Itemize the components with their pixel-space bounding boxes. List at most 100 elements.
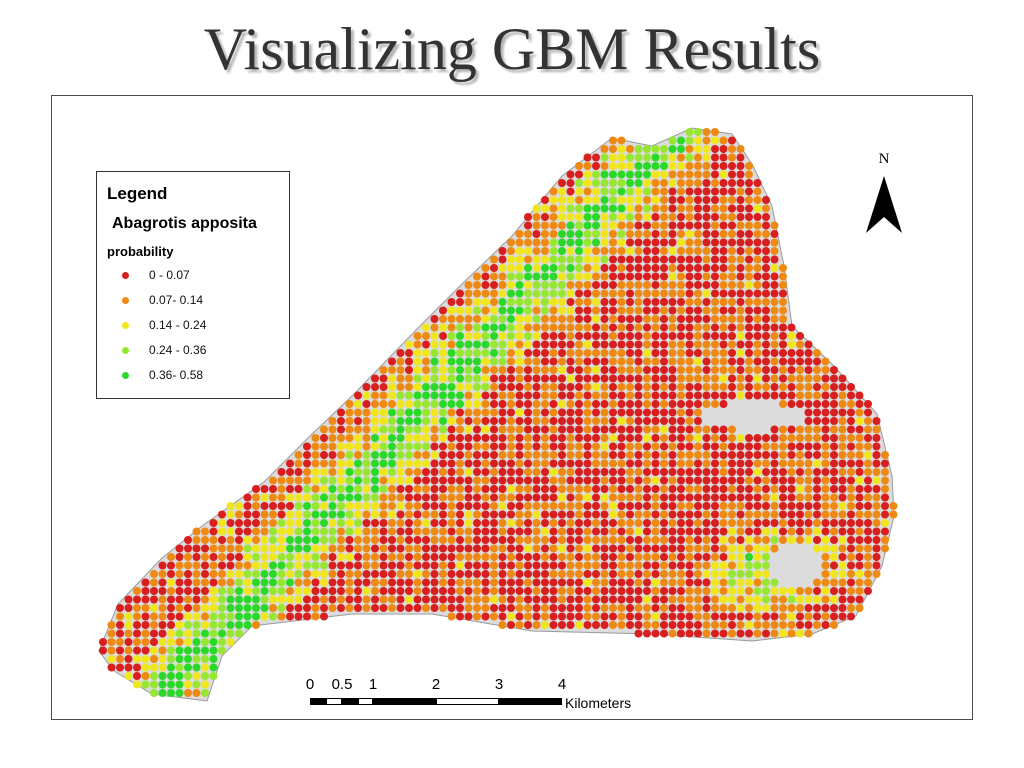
grid-cell-dot	[668, 621, 677, 629]
grid-cell-dot	[864, 561, 872, 570]
grid-cell-dot	[753, 366, 762, 374]
grid-cell-dot	[303, 612, 311, 621]
grid-cell-dot	[736, 451, 745, 459]
grid-cell-dot	[405, 502, 413, 510]
grid-cell-dot	[532, 323, 541, 332]
grid-cell-dot	[311, 587, 320, 595]
grid-cell-dot	[838, 434, 847, 442]
grid-cell-dot	[184, 553, 192, 561]
grid-cell-dot	[617, 196, 626, 204]
grid-cell-dot	[694, 400, 702, 408]
grid-cell-dot	[507, 519, 515, 527]
scale-segment	[326, 698, 342, 705]
grid-cell-dot	[473, 510, 481, 519]
grid-cell-dot	[600, 391, 609, 400]
grid-cell-dot	[830, 400, 838, 408]
grid-cell-dot	[464, 434, 473, 442]
grid-cell-dot	[439, 340, 447, 349]
grid-cell-dot	[498, 519, 507, 527]
grid-cell-dot	[320, 502, 328, 510]
grid-cell-dot	[753, 561, 762, 570]
grid-cell-dot	[660, 578, 668, 587]
grid-cell-dot	[337, 544, 345, 553]
grid-cell-dot	[583, 170, 592, 179]
grid-cell-dot	[116, 629, 124, 638]
grid-cell-dot	[311, 536, 320, 544]
grid-cell-dot	[575, 536, 583, 544]
grid-cell-dot	[719, 323, 728, 332]
grid-cell-dot	[201, 655, 209, 663]
grid-cell-dot	[464, 281, 473, 289]
grid-cell-dot	[685, 306, 694, 315]
grid-cell-dot	[762, 604, 770, 612]
grid-cell-dot	[549, 476, 558, 485]
grid-cell-dot	[634, 204, 643, 213]
grid-cell-dot	[524, 383, 532, 391]
grid-cell-dot	[634, 340, 643, 349]
grid-cell-dot	[286, 578, 294, 587]
grid-cell-dot	[736, 281, 745, 289]
grid-cell-dot	[575, 502, 583, 510]
grid-cell-dot	[779, 383, 787, 391]
grid-cell-dot	[600, 306, 609, 315]
grid-cell-dot	[566, 238, 575, 247]
grid-cell-dot	[677, 612, 685, 621]
grid-cell-dot	[881, 476, 889, 485]
grid-cell-dot	[473, 493, 481, 502]
grid-cell-dot	[864, 434, 872, 442]
grid-cell-dot	[745, 493, 753, 502]
grid-cell-dot	[362, 595, 371, 604]
grid-cell-dot	[762, 587, 770, 595]
grid-cell-dot	[286, 595, 294, 604]
grid-cell-dot	[651, 476, 660, 485]
grid-cell-dot	[770, 366, 779, 374]
grid-cell-dot	[711, 153, 719, 162]
grid-cell-dot	[490, 306, 498, 315]
grid-cell-dot	[209, 638, 218, 646]
grid-cell-dot	[753, 612, 762, 621]
grid-cell-dot	[430, 383, 439, 391]
grid-cell-dot	[694, 204, 702, 213]
grid-cell-dot	[753, 536, 762, 544]
grid-cell-dot	[396, 502, 405, 510]
grid-cell-dot	[311, 510, 320, 519]
grid-cell-dot	[685, 128, 694, 136]
grid-cell-dot	[651, 578, 660, 587]
grid-cell-dot	[702, 213, 711, 221]
grid-cell-dot	[490, 604, 498, 612]
grid-cell-dot	[422, 493, 430, 502]
grid-cell-dot	[388, 561, 396, 570]
grid-cell-dot	[354, 468, 362, 476]
grid-cell-dot	[677, 272, 685, 281]
grid-cell-dot	[541, 527, 549, 536]
grid-cell-dot	[277, 612, 286, 621]
grid-cell-dot	[855, 502, 864, 510]
grid-cell-dot	[719, 570, 728, 578]
grid-cell-dot	[192, 629, 201, 638]
scale-bar: 0 0.5 1 2 3 4 Kilometers	[302, 676, 662, 716]
grid-cell-dot	[294, 578, 303, 587]
grid-cell-dot	[600, 272, 609, 281]
grid-cell-dot	[847, 468, 855, 476]
grid-cell-dot	[711, 264, 719, 272]
grid-cell-dot	[116, 621, 124, 629]
grid-cell-dot	[481, 323, 490, 332]
grid-cell-dot	[719, 170, 728, 179]
grid-cell-dot	[634, 213, 643, 221]
grid-cell-dot	[413, 527, 422, 536]
grid-cell-dot	[566, 468, 575, 476]
grid-cell-dot	[260, 561, 269, 570]
grid-cell-dot	[617, 587, 626, 595]
grid-cell-dot	[524, 349, 532, 357]
grid-cell-dot	[600, 578, 609, 587]
grid-cell-dot	[838, 587, 847, 595]
grid-cell-dot	[388, 417, 396, 425]
grid-cell-dot	[116, 655, 124, 663]
grid-cell-dot	[422, 468, 430, 476]
grid-cell-dot	[617, 536, 626, 544]
grid-cell-dot	[592, 536, 600, 544]
grid-cell-dot	[668, 204, 677, 213]
grid-cell-dot	[175, 672, 184, 680]
grid-cell-dot	[855, 442, 864, 451]
grid-cell-dot	[575, 213, 583, 221]
